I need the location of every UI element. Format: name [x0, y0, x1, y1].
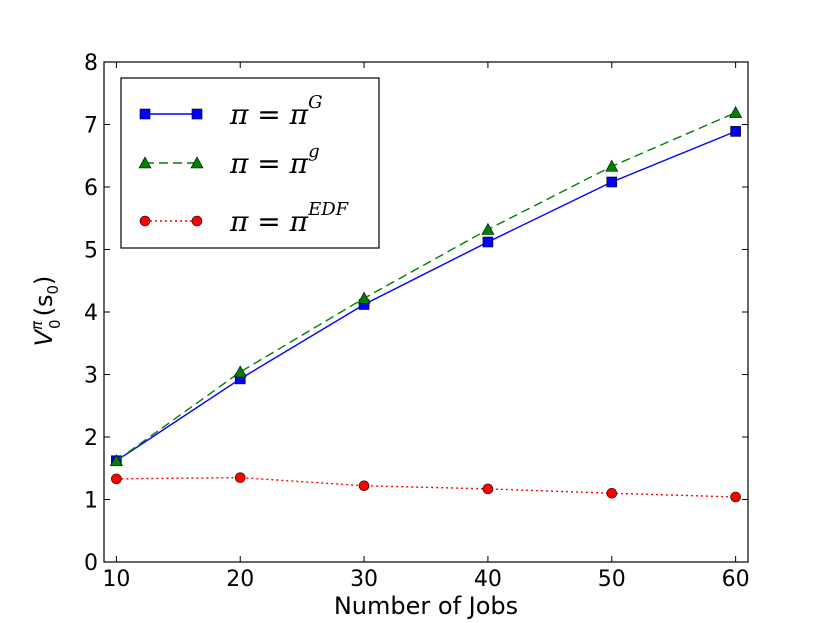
legend: π = πG π = πg π = πEDF: [120, 77, 380, 249]
series-line-2: [115, 111, 736, 462]
y-tick-label: 7: [84, 114, 98, 139]
y-tick-label: 0: [84, 551, 98, 576]
legend-label: π = πg: [229, 141, 320, 180]
legend-label: π = πG: [229, 92, 322, 131]
data-point: [234, 472, 246, 483]
data-point: [111, 473, 122, 485]
legend-marker: [191, 215, 203, 227]
x-tick-label: 30: [350, 567, 378, 592]
x-tick-label: 10: [102, 567, 130, 592]
legend-marker: [139, 215, 151, 227]
data-point: [357, 291, 371, 304]
y-axis-label: Vπ0(s0): [28, 276, 64, 347]
x-tick-label: 60: [722, 567, 750, 592]
y-label-sup: π: [28, 320, 46, 330]
data-point: [482, 483, 494, 495]
x-axis-label: Number of Jobs: [334, 592, 518, 620]
ticks-layer: 10 20 30 40 50 60 0 1 2 3 4 5 6 7 8: [84, 51, 750, 592]
y-tick-label: 4: [84, 301, 98, 326]
legend-entry-3: π = πEDF: [139, 199, 350, 238]
data-point: [730, 491, 741, 503]
y-label-main: V: [30, 328, 58, 346]
legend-entry-2: π = πg: [138, 141, 320, 180]
series-line-1: [115, 130, 736, 462]
y-tick-label: 5: [84, 239, 98, 264]
legend-marker: [138, 156, 152, 169]
legend-marker: [139, 108, 151, 120]
data-point: [482, 236, 494, 248]
data-point: [606, 487, 618, 499]
y-tick-label: 3: [84, 364, 98, 389]
svg-text:Vπ0(s0): Vπ0(s0): [28, 276, 64, 347]
series-line-3: [116, 476, 736, 498]
x-tick-label: 20: [226, 567, 254, 592]
y-tick-label: 8: [84, 51, 98, 76]
data-point: [233, 365, 247, 378]
data-point: [730, 126, 741, 137]
series-layer: [109, 105, 743, 503]
data-point: [605, 159, 619, 172]
y-tick-label: 6: [84, 176, 98, 201]
legend-entry-1: π = πG: [139, 92, 322, 131]
y-label-tail-sub: 0: [44, 285, 62, 295]
x-tick-label: 40: [474, 567, 502, 592]
legend-marker: [190, 156, 204, 169]
data-point: [358, 480, 370, 492]
data-point: [109, 454, 123, 467]
data-point: [481, 222, 495, 235]
series-3: [111, 472, 741, 503]
y-tick-label: 1: [84, 489, 98, 514]
data-point: [729, 105, 743, 118]
y-label-sub: 0: [46, 319, 64, 329]
x-tick-label: 50: [598, 567, 626, 592]
legend-label: π = πEDF: [229, 199, 350, 238]
series-2: [109, 105, 743, 467]
y-label-close: ): [30, 276, 58, 285]
legend-marker: [191, 108, 203, 120]
data-point: [606, 176, 618, 188]
y-label-tail: (s: [30, 295, 58, 317]
y-tick-label: 2: [84, 426, 98, 451]
